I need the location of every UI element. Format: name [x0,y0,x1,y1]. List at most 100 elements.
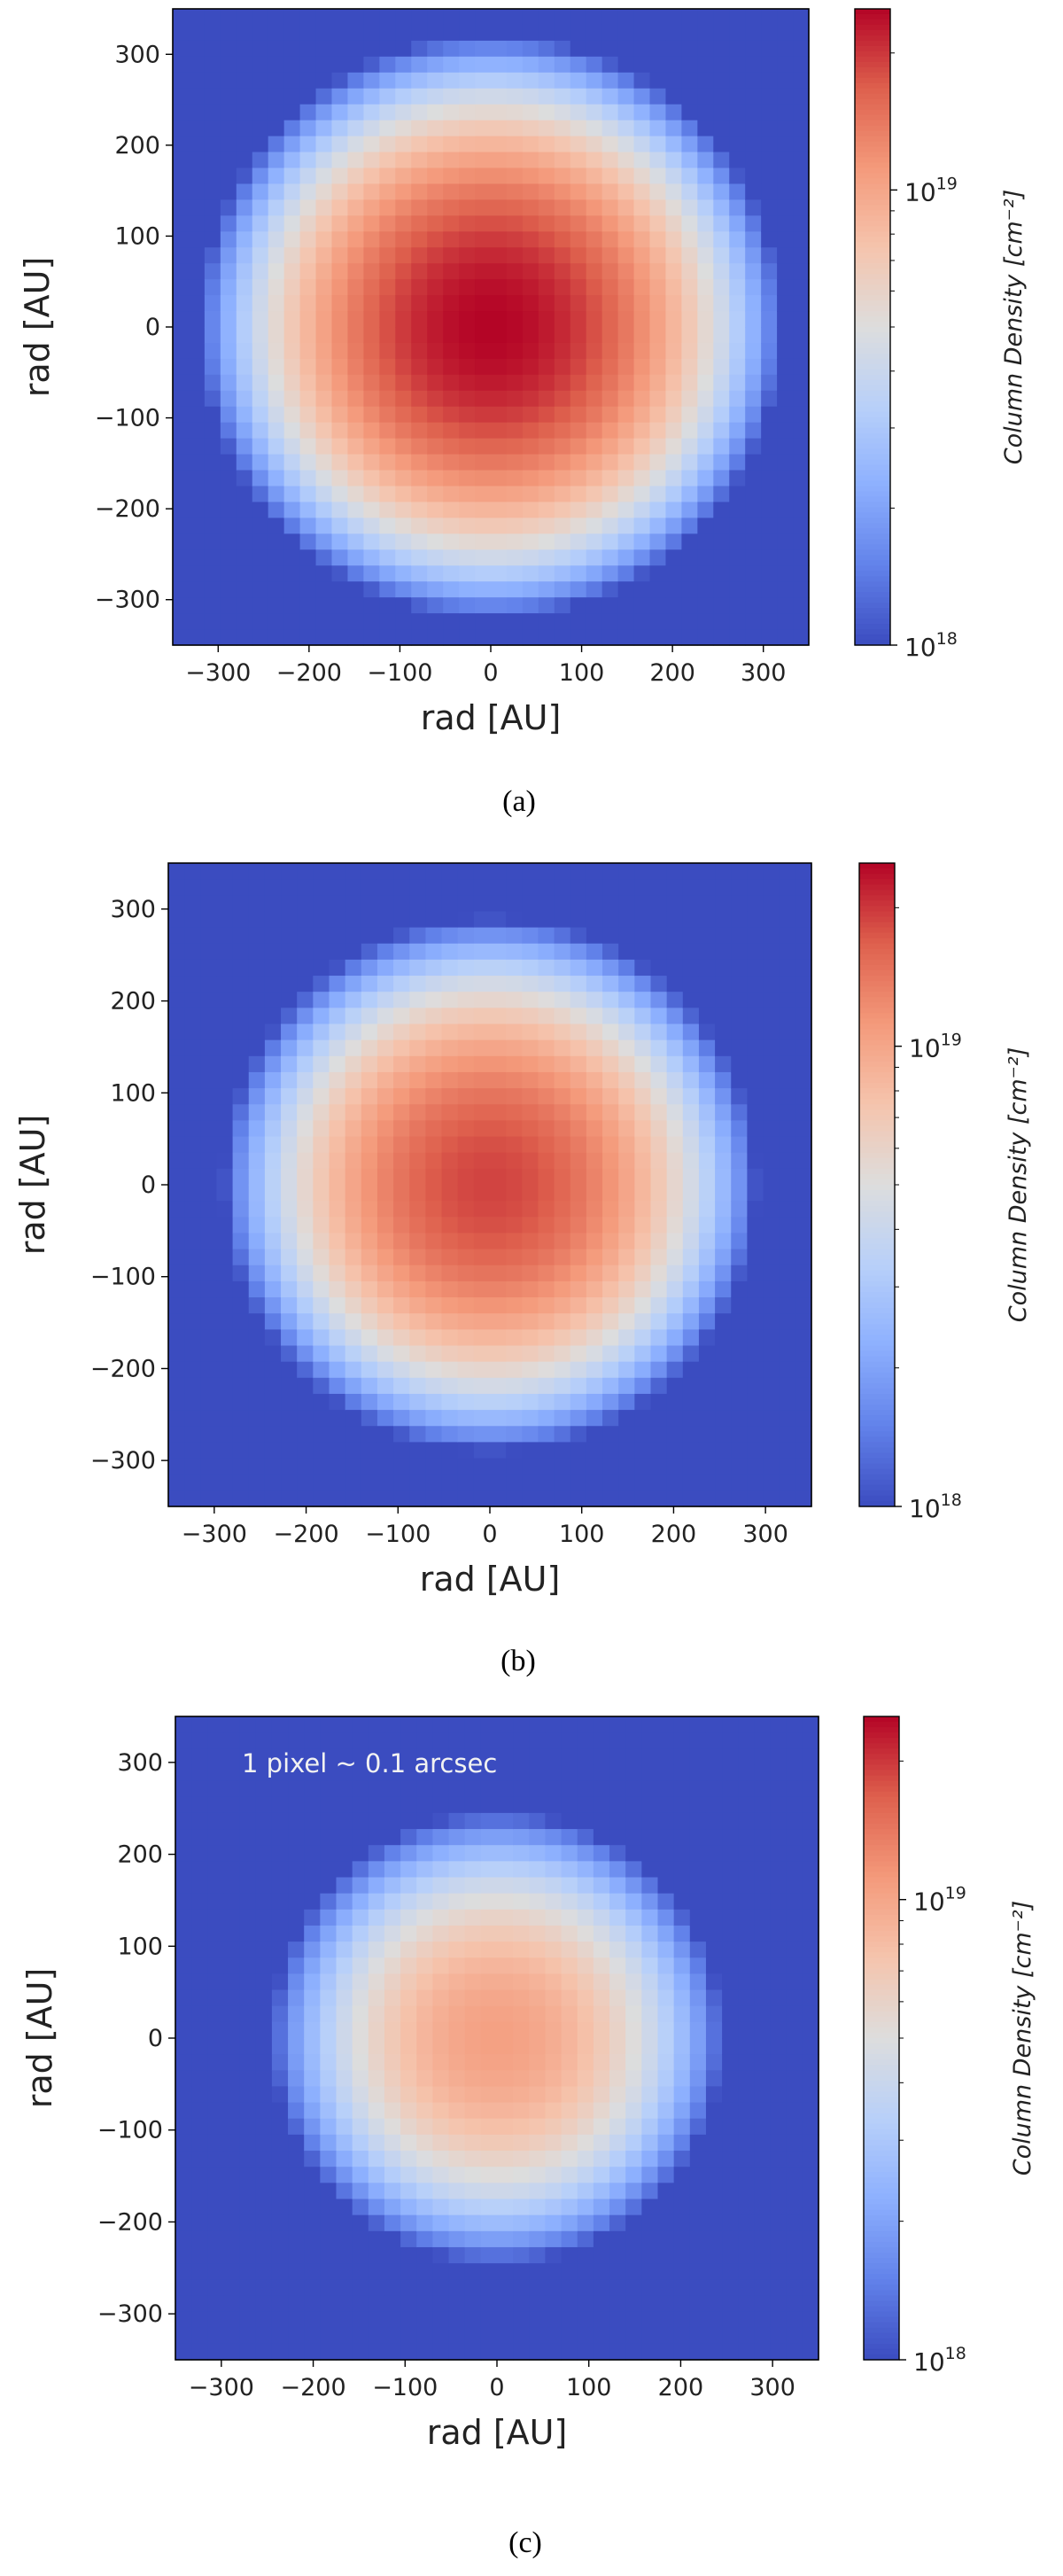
heatmap-cell [747,1120,764,1138]
heatmap-cell [673,1877,691,1895]
heatmap-cell [475,390,492,408]
heatmap-cell [457,1185,475,1202]
heatmap-cell [207,1925,225,1942]
heatmap-cell [731,1217,748,1234]
heatmap-cell [522,279,539,296]
colorbar-segment [859,1179,895,1186]
heatmap-cell [361,1249,378,1266]
heatmap-cell [634,863,652,880]
heatmap-cell [175,2038,192,2055]
heatmap-cell [223,2005,241,2023]
heatmap-cell [393,1152,410,1170]
heatmap-cell [480,2230,498,2248]
colorbar-segment [855,173,890,180]
heatmap-cell [464,2086,482,2104]
heatmap-cell [747,1168,764,1186]
heatmap-cell [777,565,794,582]
heatmap-cell [200,1071,218,1089]
heatmap-cell [409,1201,426,1218]
heatmap-cell [363,215,380,232]
heatmap-cell [345,863,362,880]
heatmap-cell [657,2038,675,2055]
heatmap-cell [570,374,587,392]
heatmap-cell [529,1780,547,1798]
heatmap-cell [738,1989,755,2007]
heatmap-cell [384,2134,401,2152]
heatmap-cell [264,1152,282,1170]
heatmap-cell [239,2038,257,2055]
heatmap-cell [384,2230,401,2248]
heatmap-cell [363,470,380,487]
heatmap-cell [779,1393,796,1411]
colorbar-segment [855,624,890,630]
heatmap-cell [216,1361,234,1379]
heatmap-cell [239,1780,257,1798]
colorbar-segment [855,231,890,237]
heatmap-cell [649,247,667,264]
heatmap-cell [184,1426,201,1443]
heatmap-cell [184,992,201,1008]
heatmap-cell [722,2021,739,2039]
heatmap-cell [593,2263,610,2280]
heatmap-cell [173,390,190,408]
heatmap-cell [763,992,780,1008]
heatmap-cell [443,454,460,471]
heatmap-cell [618,1008,635,1025]
heatmap-cell [625,2327,642,2345]
heatmap-cell [538,486,555,503]
heatmap-cell [352,2167,369,2183]
heatmap-cell [204,374,221,392]
heatmap-cell [432,2279,450,2296]
heatmap-cell [459,263,476,280]
heatmap-cell [255,1989,273,2007]
heatmap-cell [204,40,221,58]
heatmap-cell [633,152,651,169]
heatmap-cell [268,518,285,534]
heatmap-cell [409,1280,426,1298]
heatmap-cell [281,1168,298,1186]
heatmap-cell [506,1071,523,1089]
heatmap-cell [698,1345,716,1363]
heatmap-cell [216,1410,234,1427]
heatmap-cell [657,1989,675,2007]
heatmap-cell [175,1877,192,1895]
heatmap-cell [173,597,190,614]
heatmap-cell [204,533,221,550]
heatmap-cell [713,390,730,408]
heatmap-cell [288,2118,305,2136]
heatmap-cell [577,1973,594,1991]
heatmap-cell [297,1313,314,1330]
heatmap-cell [268,231,285,248]
heatmap-cell [729,390,746,408]
heatmap-cell [216,1233,234,1250]
heatmap-cell [634,1233,652,1250]
heatmap-cell [649,486,667,503]
heatmap-cell [345,879,362,896]
heatmap-cell [731,1442,748,1459]
heatmap-cell [464,2070,482,2088]
heatmap-cell [666,1249,684,1266]
heatmap-cell [793,486,810,503]
heatmap-cell [363,279,380,296]
heatmap-cell [216,1393,234,1411]
heatmap-cell [665,215,682,232]
heatmap-cell [570,40,587,58]
heatmap-cell [538,1361,555,1379]
heatmap-cell [554,1217,571,1234]
heatmap-cell [379,120,396,137]
heatmap-cell [336,1829,353,1846]
heatmap-cell [625,2199,642,2216]
heatmap-cell [722,2151,739,2167]
heatmap-cell [248,1265,266,1282]
heatmap-cell [268,183,285,200]
heatmap-cell [191,1893,208,1911]
heatmap-cell [416,2118,433,2136]
heatmap-cell [363,533,380,550]
heatmap-cell [232,992,250,1008]
heatmap-cell [320,1716,338,1733]
heatmap-cell [299,263,317,280]
heatmap-cell [255,2038,273,2055]
heatmap-cell [264,1345,282,1363]
heatmap-cell [529,2005,547,2023]
heatmap-cell [570,1329,587,1347]
